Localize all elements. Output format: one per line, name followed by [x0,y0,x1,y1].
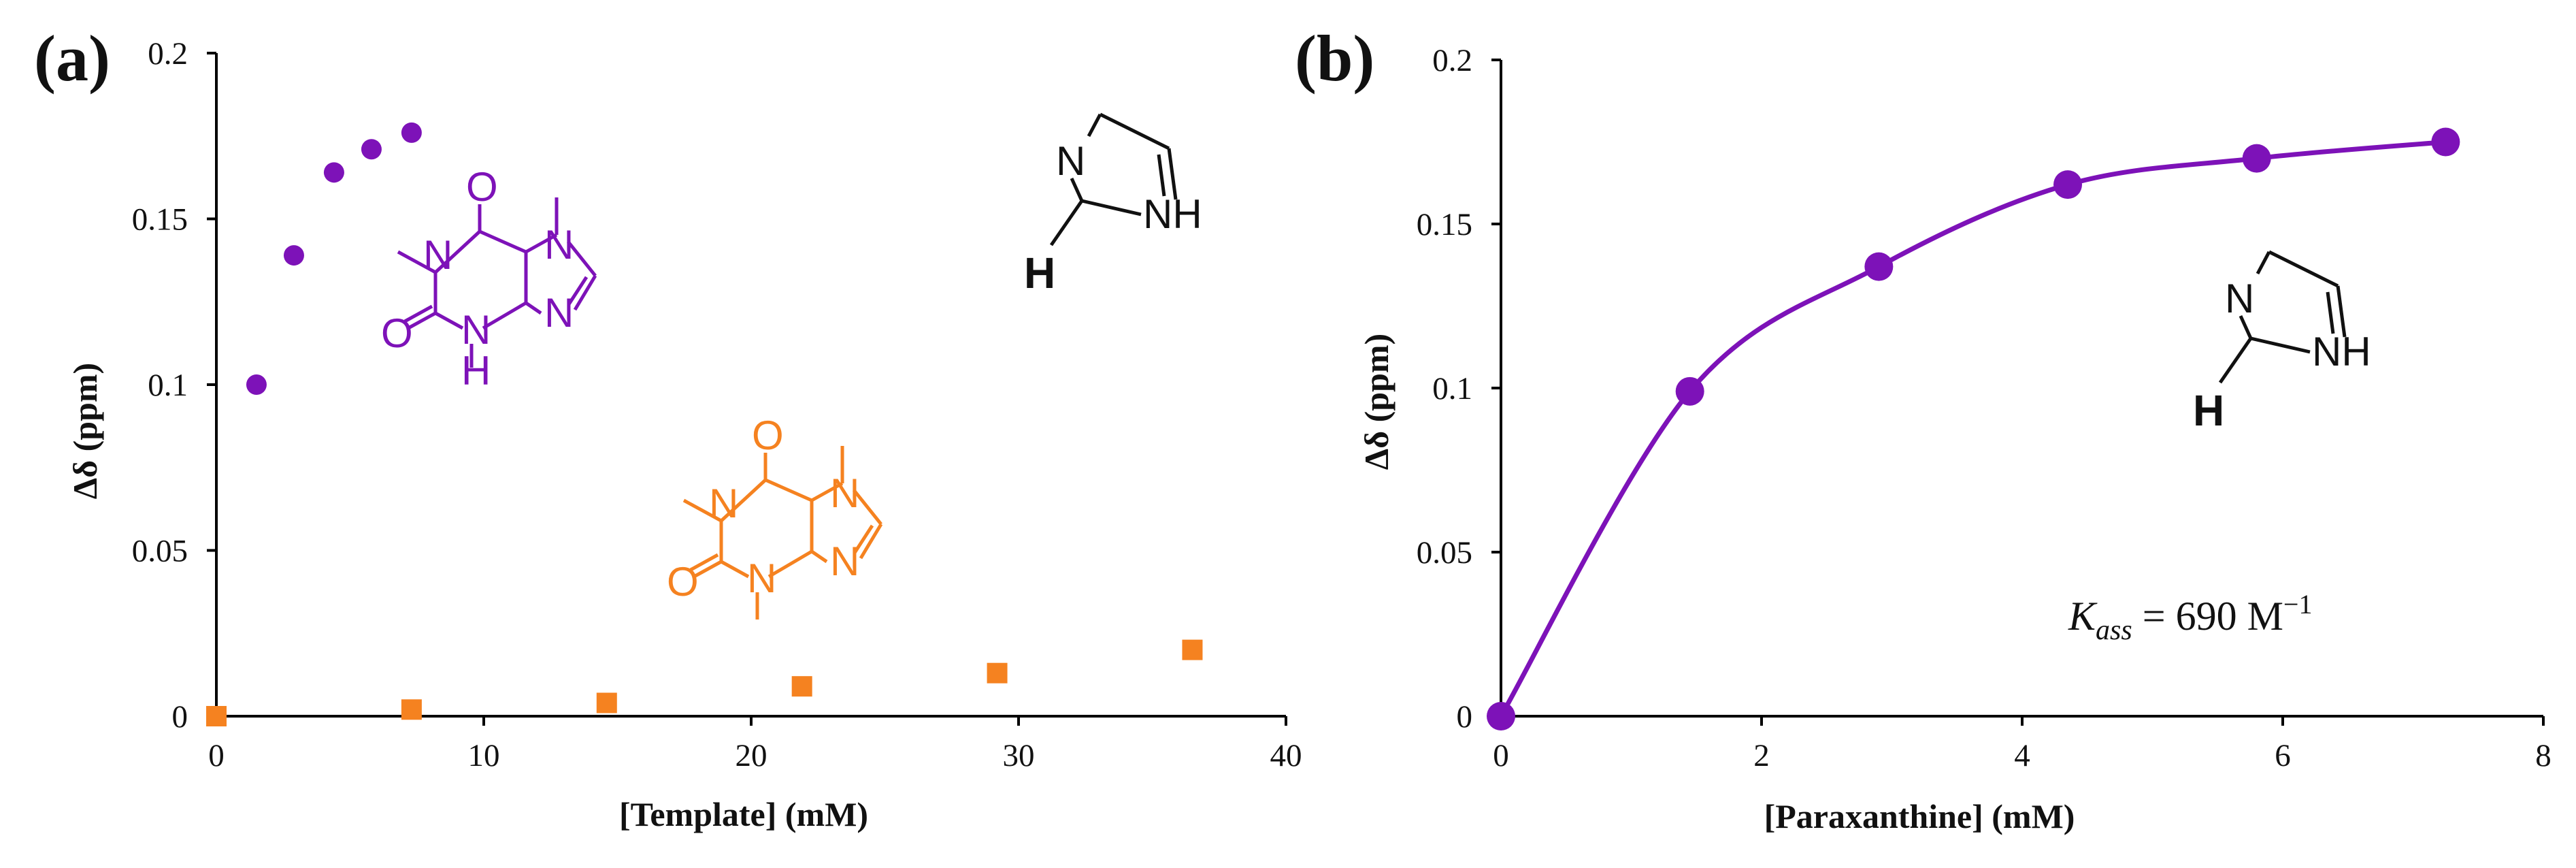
imidazole-nh-label-a: NH [1143,191,1202,237]
panel-b-axes [1491,59,2545,726]
paraxanthine-n9: N [544,290,574,336]
panel-a-circle-point [361,139,382,160]
panel-a-y-tick-label: 0.1 [148,368,188,403]
paraxanthine-n3: N [461,307,491,353]
caffeine-o-top: O [752,413,784,458]
panel-a-square-point [206,706,227,726]
panel-b-y-tick-label: 0.05 [1417,535,1472,570]
panel-a-chart: (a) 0 10 20 30 40 0 0.05 0.1 0.15 0.2 [Template] … [34,22,1302,833]
caffeine-n3: N [747,556,776,601]
panel-b-circle-point [1864,252,1894,281]
paraxanthine-structure: O O N N N N H [381,164,597,393]
kass-subscript: ass [2096,615,2132,646]
imidazole-structure-a: N NH H [1024,112,1202,298]
caffeine-n1: N [709,481,738,526]
panel-a-x-tick-label: 40 [1270,738,1302,773]
kass-unit-power: −1 [2283,589,2313,620]
panel-b-chart: (b) 0 2 4 6 8 0 0.05 0.1 0.15 0.2 [Paraxanthine] … [1295,22,2552,835]
imidazole-n-label-b: N [2225,276,2254,321]
panel-b-y-tick-label: 0.1 [1432,371,1472,406]
imidazole-h-label-a: H [1024,248,1055,298]
panel-a-y-axis-title: Δδ (ppm) [66,363,104,499]
panel-b-circle-point [2053,170,2083,199]
panel-b-x-tick-label: 6 [2275,738,2291,773]
panel-a-x-axis-title: [Template] (mM) [619,795,868,833]
panel-b-circle-point [2431,127,2460,157]
caffeine-n9: N [830,539,859,584]
panel-a-circle-point [283,245,304,266]
panel-a-x-tick-label: 0 [208,738,225,773]
imidazole-nh-label-b: NH [2312,329,2371,374]
panel-b-x-tick-label: 8 [2535,738,2552,773]
panel-b-x-tick-label: 0 [1493,738,1509,773]
panel-a-square-point [987,662,1008,684]
paraxanthine-o-left: O [381,310,413,356]
panel-b-y-tick-label: 0 [1457,699,1473,735]
panel-a-axes [207,52,1287,726]
panel-b-x-tick-label: 2 [1753,738,1770,773]
caffeine-o-left: O [667,559,699,605]
panel-a-tick-labels: 0 10 20 30 40 0 0.05 0.1 0.15 0.2 [132,36,1302,773]
panel-b-y-tick-label: 0.15 [1417,207,1472,242]
panel-a-circle-point [246,374,267,395]
paraxanthine-n1: N [423,232,452,278]
panel-a-circle-point [401,122,422,143]
panel-a-x-tick-label: 30 [1003,738,1035,773]
panel-b-y-tick-label: 0.2 [1432,43,1472,78]
panel-b-circle-point [1675,376,1704,406]
paraxanthine-h: H [461,348,491,393]
panel-a-y-tick-label: 0.2 [148,36,188,71]
paraxanthine-o-top: O [466,164,498,210]
kass-annotation: Kass = 690 M−1 [2068,589,2312,646]
panel-b-tick-labels: 0 2 4 6 8 0 0.05 0.1 0.15 0.2 [1417,43,2552,773]
panel-a-square-point [1182,639,1203,660]
panel-a-y-tick-label: 0.05 [132,534,188,569]
panel-b-data-points [1487,127,2460,730]
panel-b-circle-point [1487,702,1515,730]
imidazole-structure-b: N NH H [2193,250,2371,435]
panel-b-x-axis-title: [Paraxanthine] (mM) [1764,797,2075,835]
panel-a-square-point [596,692,617,713]
panel-a-x-tick-label: 20 [736,738,767,773]
panel-a-data-points [206,122,1203,726]
caffeine-structure: O O N N N N [667,413,883,620]
panel-b-x-tick-label: 4 [2014,738,2030,773]
panel-b-circle-point [2242,144,2271,173]
imidazole-h-label-b: H [2193,386,2224,435]
kass-value: = 690 M [2132,594,2283,639]
panel-b-fit-curve [1498,140,2446,718]
caffeine-n7: N [830,470,859,516]
panel-b-y-axis-title: Δδ (ppm) [1357,334,1396,470]
panel-a-circle-point [323,162,344,183]
panel-a-x-tick-label: 10 [468,738,500,773]
paraxanthine-n7: N [544,222,574,268]
panel-a-square-point [401,699,422,720]
imidazole-n-label-a: N [1056,138,1085,184]
panel-a-label: (a) [34,22,110,95]
panel-a-square-point [791,676,812,697]
panel-b-label: (b) [1295,22,1374,95]
panel-a-y-tick-label: 0 [172,699,188,735]
panel-a-y-tick-label: 0.15 [132,202,188,238]
kass-symbol: K [2068,594,2098,639]
